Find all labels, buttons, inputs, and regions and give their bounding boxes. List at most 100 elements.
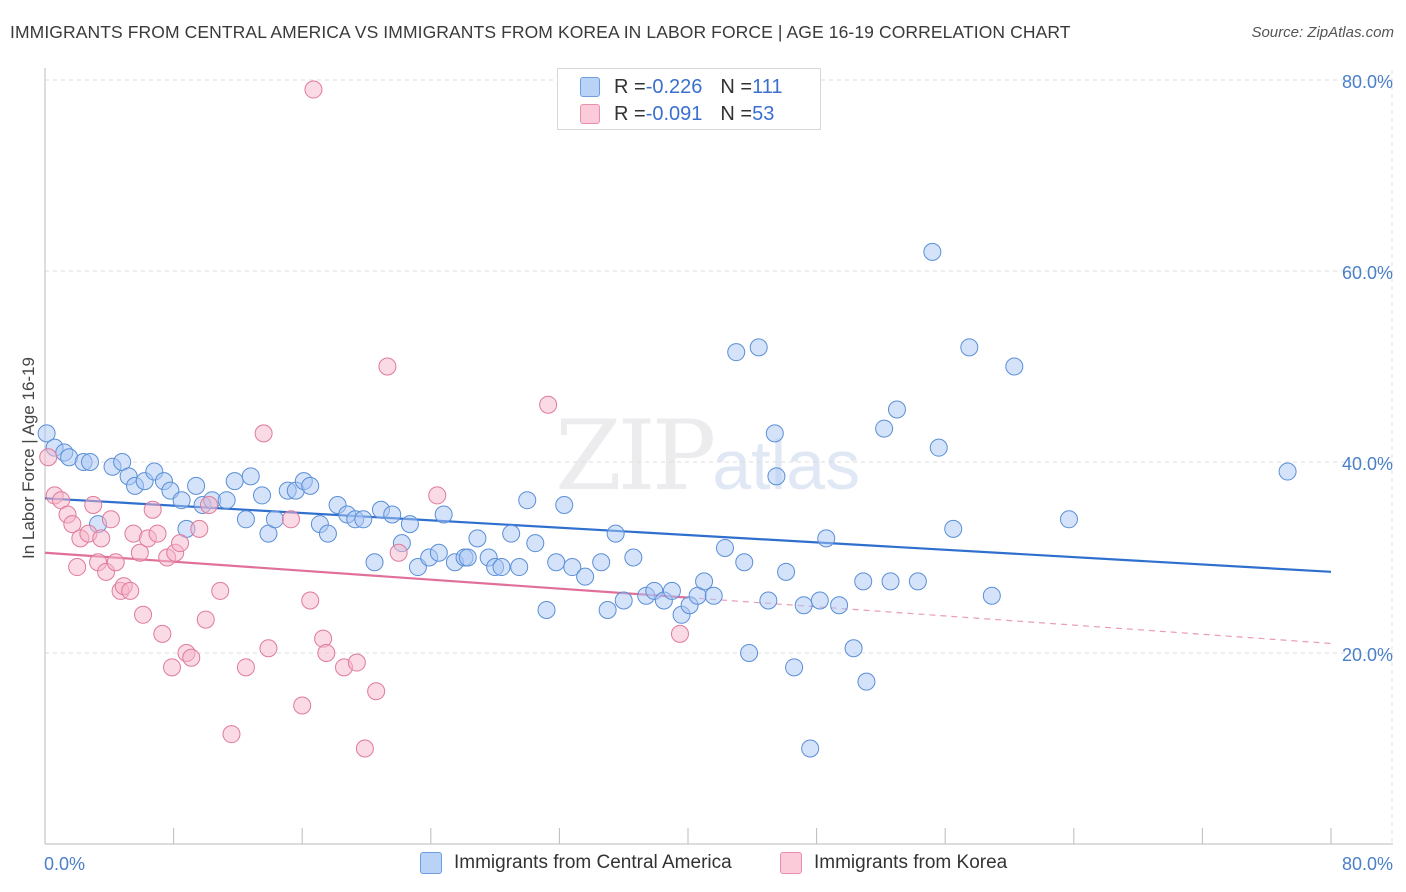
- point-korea: [281, 510, 300, 529]
- point-central-america: [172, 491, 191, 510]
- point-central-america: [253, 486, 272, 505]
- n-label: N =: [720, 75, 753, 98]
- point-korea: [254, 424, 273, 443]
- point-korea: [162, 658, 181, 677]
- point-korea: [317, 644, 336, 662]
- point-central-america: [563, 558, 582, 577]
- point-korea: [148, 524, 167, 543]
- point-central-america: [727, 343, 746, 362]
- point-central-america: [944, 519, 963, 538]
- y-tick-label: 80.0%: [1342, 72, 1393, 92]
- point-korea: [389, 543, 408, 562]
- point-korea: [301, 591, 320, 610]
- point-central-america: [265, 510, 284, 529]
- point-korea: [539, 395, 558, 414]
- point-central-america: [547, 553, 566, 572]
- correlation-legend: R = -0.226 N = 111 R = -0.091 N = 53: [557, 68, 821, 130]
- point-korea: [670, 624, 689, 643]
- legend-item-korea[interactable]: Immigrants from Korea: [780, 852, 1007, 874]
- n-value: 111: [752, 75, 783, 98]
- point-central-america: [982, 586, 1001, 605]
- point-central-america: [434, 505, 453, 524]
- chart-title: IMMIGRANTS FROM CENTRAL AMERICA VS IMMIG…: [10, 22, 1071, 42]
- point-central-america: [735, 553, 754, 572]
- x-tick-label: 80.0%: [1342, 854, 1393, 874]
- point-central-america: [881, 572, 900, 591]
- point-korea: [143, 500, 162, 519]
- point-korea: [211, 581, 230, 600]
- point-central-america: [794, 596, 813, 615]
- point-central-america: [187, 476, 206, 495]
- r-label: R =: [614, 102, 646, 125]
- point-central-america: [225, 472, 244, 491]
- axes: [44, 68, 1393, 845]
- point-central-america: [749, 338, 768, 357]
- point-korea: [355, 739, 374, 758]
- point-korea: [222, 725, 241, 744]
- point-central-america: [468, 529, 487, 548]
- point-korea: [182, 648, 201, 667]
- r-value: -0.226: [645, 75, 703, 98]
- point-central-america: [614, 591, 633, 610]
- point-korea: [304, 80, 323, 99]
- trend-line-central-america: [44, 497, 1332, 573]
- r-value: -0.091: [645, 102, 703, 125]
- point-korea: [196, 610, 215, 629]
- point-central-america: [236, 510, 255, 529]
- point-central-america: [765, 424, 784, 443]
- point-central-america: [810, 591, 829, 610]
- point-central-america: [555, 495, 574, 514]
- point-central-america: [715, 538, 734, 557]
- point-korea: [92, 529, 111, 548]
- point-korea: [367, 682, 386, 701]
- point-central-america: [492, 558, 511, 577]
- point-korea: [199, 495, 218, 514]
- point-central-america: [518, 491, 537, 510]
- point-korea: [63, 515, 82, 534]
- point-central-america: [695, 572, 714, 591]
- point-korea: [347, 653, 366, 672]
- legend-row-korea: R = -0.091 N = 53: [580, 102, 774, 126]
- point-central-america: [1059, 510, 1078, 529]
- legend-swatch-central-america: [420, 852, 442, 874]
- point-central-america: [537, 601, 556, 620]
- point-korea: [101, 510, 120, 529]
- point-central-america: [576, 567, 595, 586]
- point-central-america: [875, 419, 894, 438]
- point-central-america: [592, 553, 611, 572]
- point-korea: [293, 696, 312, 715]
- legend-label-central-america: Immigrants from Central America: [454, 852, 732, 873]
- point-korea: [190, 519, 209, 538]
- point-central-america: [318, 524, 337, 543]
- legend-item-central-america[interactable]: Immigrants from Central America: [420, 852, 732, 874]
- n-value: 53: [752, 102, 775, 125]
- point-central-america: [81, 453, 100, 471]
- y-tick-label: 60.0%: [1342, 263, 1393, 283]
- x-tick-label: 0.0%: [44, 854, 85, 874]
- point-central-america: [400, 515, 419, 534]
- y-tick-label: 40.0%: [1342, 454, 1393, 474]
- point-central-america: [458, 548, 477, 567]
- point-korea: [134, 605, 153, 624]
- point-central-america: [767, 467, 786, 486]
- source-credit: Source: ZipAtlas.com: [1251, 24, 1394, 41]
- point-korea: [121, 581, 140, 600]
- point-korea: [153, 624, 172, 643]
- point-central-america: [301, 476, 320, 495]
- point-korea: [39, 448, 58, 467]
- point-central-america: [1278, 462, 1297, 481]
- point-central-america: [759, 591, 778, 610]
- point-central-america: [777, 562, 796, 581]
- point-central-america: [740, 644, 759, 662]
- legend-swatch-korea: [780, 852, 802, 874]
- y-tick-label: 20.0%: [1342, 645, 1393, 665]
- point-central-america: [844, 639, 863, 658]
- watermark: ZIPatlas: [555, 400, 860, 512]
- point-central-america: [887, 400, 906, 419]
- trend-line-korea: [44, 551, 689, 599]
- point-central-america: [704, 586, 723, 605]
- point-central-america: [510, 558, 529, 577]
- point-central-america: [854, 572, 873, 591]
- trend-extension-korea: [687, 597, 1332, 645]
